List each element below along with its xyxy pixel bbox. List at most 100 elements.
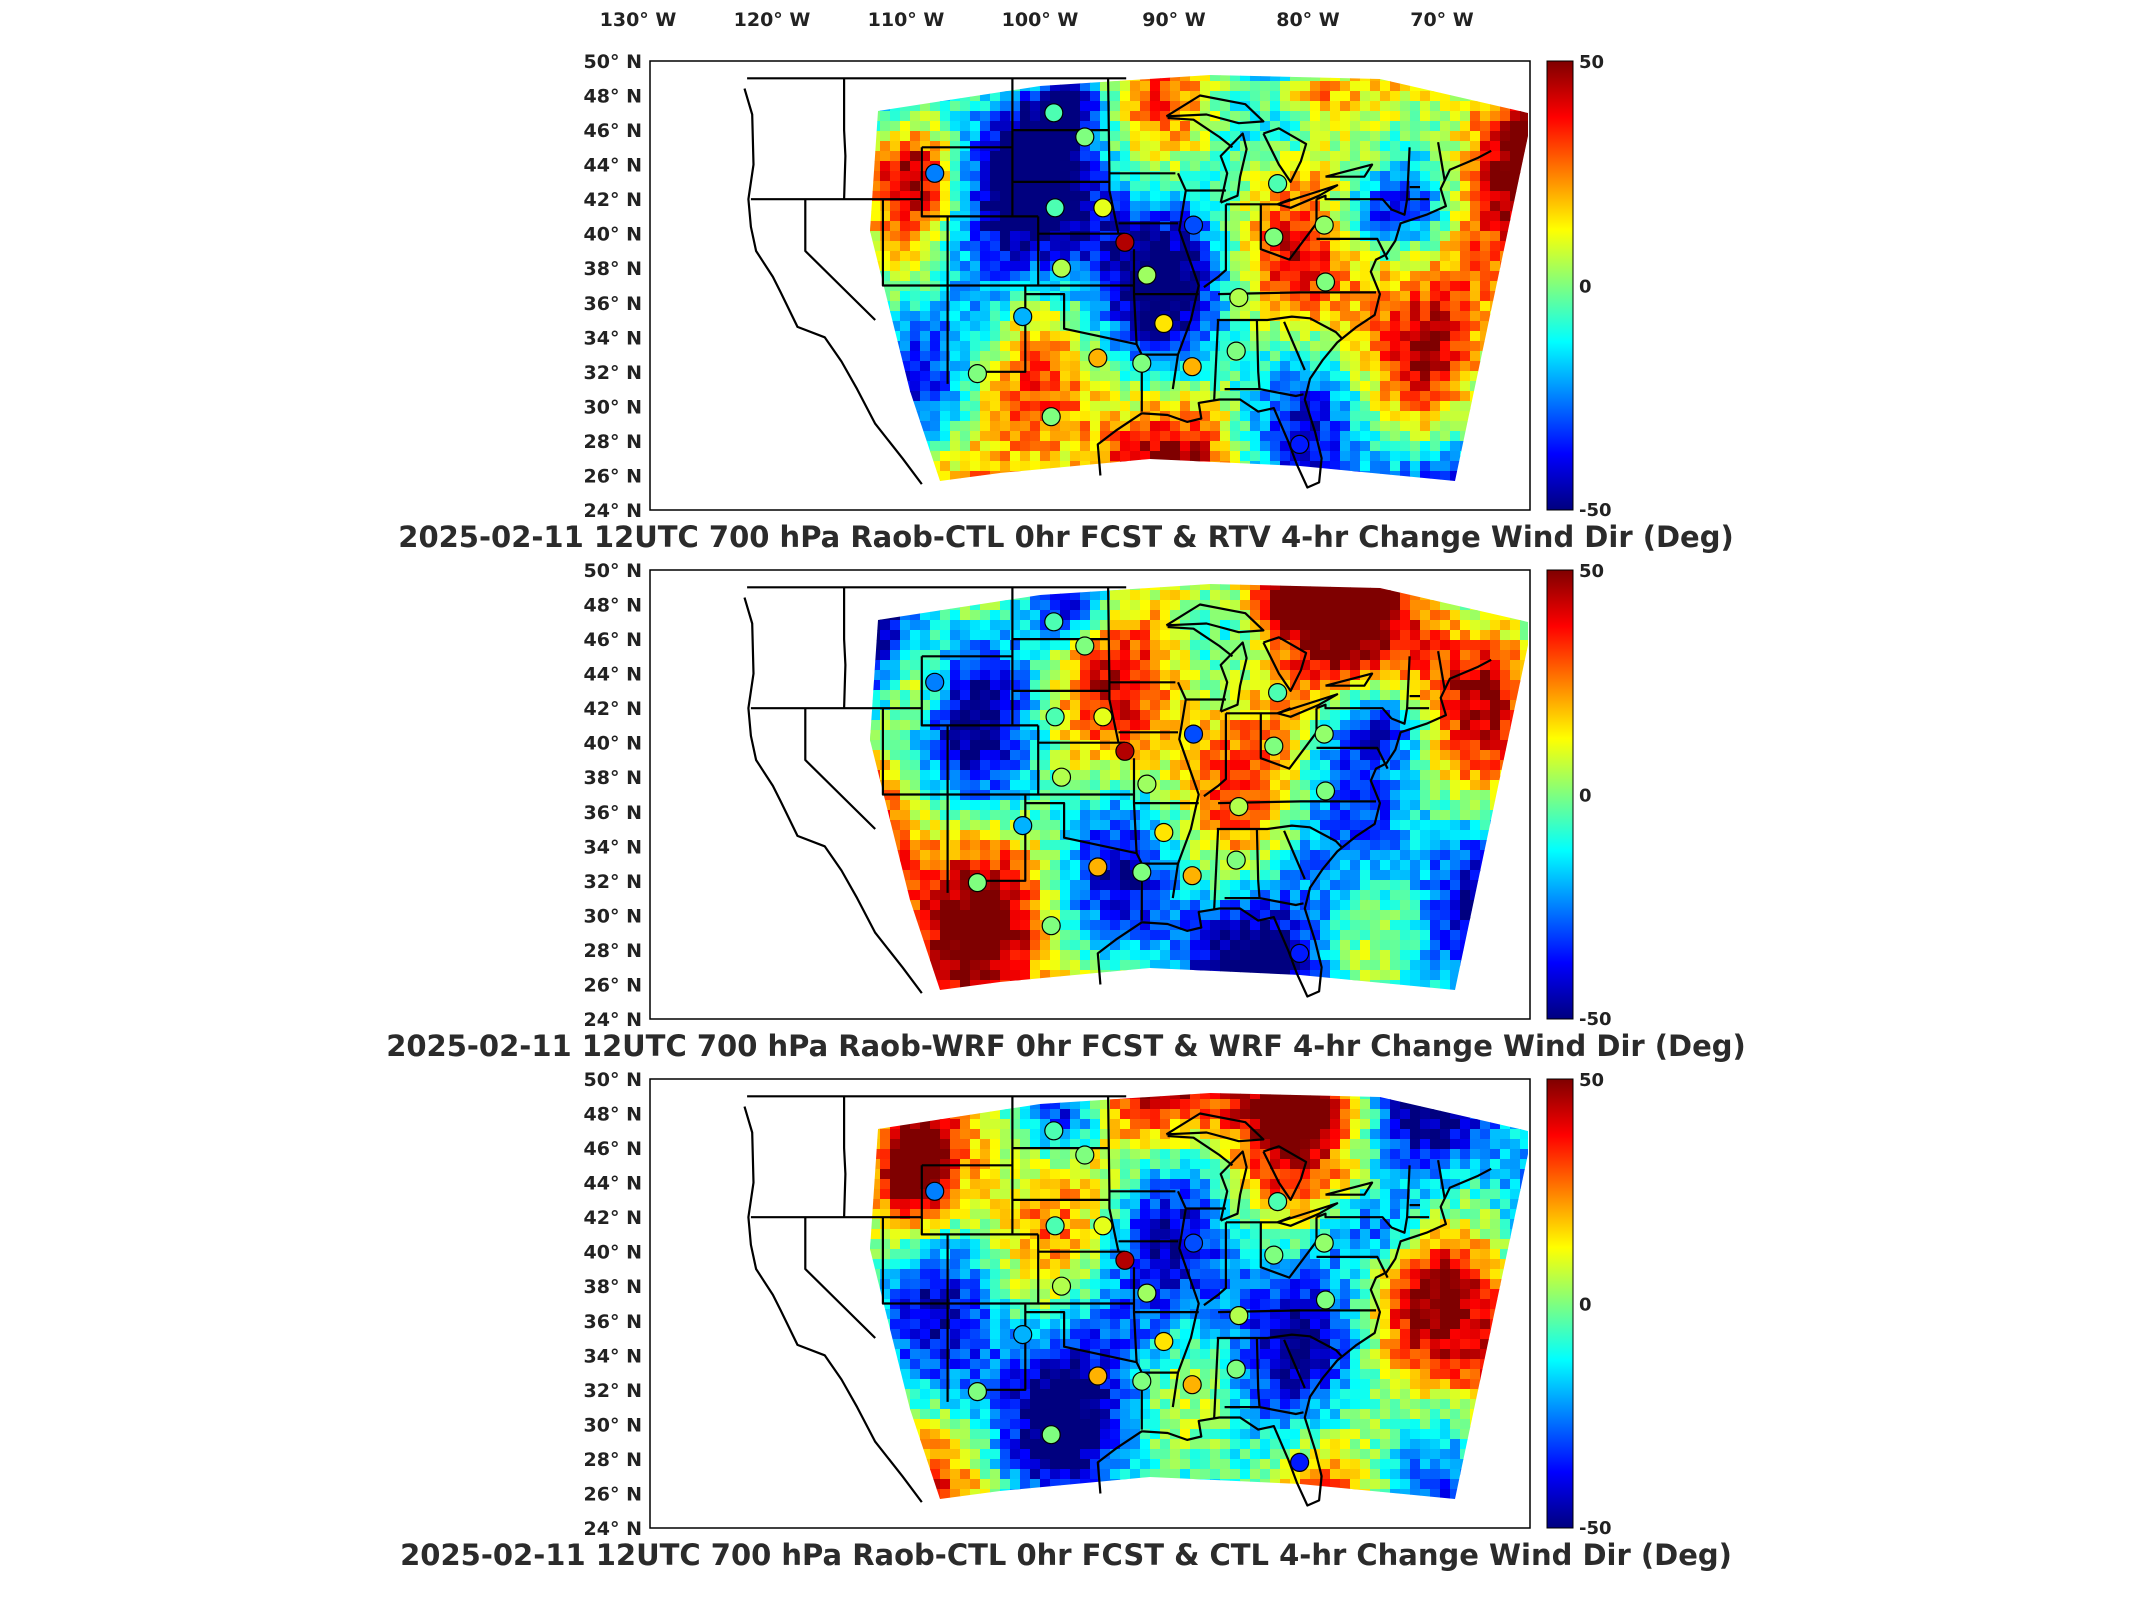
lat-label: 42° N [584, 1207, 642, 1229]
map-ctl [649, 1078, 1531, 1529]
raob-station-marker [1154, 1331, 1174, 1352]
lat-label: 34° N [584, 836, 642, 858]
raob-station-marker [1132, 353, 1152, 373]
raob-station-marker [1137, 774, 1157, 794]
lat-label: 40° N [584, 733, 642, 755]
colorbar-scale [1546, 60, 1574, 511]
lat-label: 50° N [584, 560, 642, 582]
raob-station-marker [925, 163, 945, 183]
raob-station-marker [1093, 1216, 1113, 1236]
raob-station-marker [1045, 1216, 1065, 1236]
raob-station-marker [1132, 862, 1152, 882]
map-frame [649, 1078, 1531, 1529]
lat-label: 32° N [584, 1380, 642, 1402]
map-wrf [649, 569, 1531, 1020]
raob-station-marker [1289, 434, 1310, 454]
raob-station-marker [1183, 215, 1204, 235]
lon-label: 80° W [1276, 9, 1340, 31]
raob-station-marker [1115, 232, 1135, 252]
lat-label: 24° N [584, 1518, 642, 1540]
lat-label: 50° N [584, 51, 642, 73]
lat-label: 38° N [584, 1276, 642, 1298]
lat-label: 48° N [584, 86, 642, 108]
panel-title-ctl: 2025-02-11 12UTC 700 hPa Raob-CTL 0hr FC… [400, 1538, 1732, 1572]
state-outlines [743, 586, 1492, 998]
lat-label: 38° N [584, 767, 642, 789]
raob-station-marker [1075, 1145, 1095, 1165]
raob-station-marker [1115, 1250, 1135, 1270]
colorbar-scale [1546, 569, 1574, 1020]
raob-station-marker [1045, 198, 1065, 218]
raob-stations [925, 612, 1336, 964]
lon-label: 70° W [1410, 9, 1474, 31]
raob-station-marker [1045, 707, 1065, 727]
lat-label: 34° N [584, 327, 642, 349]
raob-station-marker [925, 672, 945, 692]
colorbar-mid-label: 0 [1579, 277, 1592, 298]
raob-station-marker [1044, 1121, 1064, 1141]
raob-station-marker [1051, 1276, 1072, 1296]
raob-station-marker [1013, 815, 1033, 836]
raob-station-marker [1154, 313, 1174, 334]
map-rtv [649, 60, 1531, 511]
lat-label: 36° N [584, 1311, 642, 1333]
lat-label: 26° N [584, 1483, 642, 1505]
colorbar-rtv: 50 0 -50 [1546, 52, 1612, 521]
raob-station-marker [1264, 1245, 1284, 1265]
lat-label: 48° N [584, 1104, 642, 1126]
lat-label: 28° N [584, 1449, 642, 1471]
lat-label: 36° N [584, 802, 642, 824]
raob-station-marker [1182, 1375, 1202, 1395]
panel-title-rtv: 2025-02-11 12UTC 700 hPa Raob-CTL 0hr FC… [398, 520, 1733, 554]
lat-label: 44° N [584, 1173, 642, 1195]
panel-wrf: 50° N 48° N 46° N 44° N 42° N 40° N 38° N 36° N… [386, 560, 1746, 1063]
panel-ctl: 50° N 48° N 46° N 44° N 42° N 40° N 38° N 36° N… [400, 1069, 1732, 1572]
lat-label: 26° N [584, 465, 642, 487]
raob-station-marker [967, 872, 988, 893]
lat-label: 50° N [584, 1069, 642, 1091]
raob-station-marker [1137, 1283, 1157, 1303]
lon-label: 130° W [600, 9, 677, 31]
lat-label: 40° N [584, 1242, 642, 1264]
raob-station-marker [1267, 682, 1288, 703]
lat-label: 46° N [584, 120, 642, 142]
lat-label: 26° N [584, 974, 642, 996]
raob-station-marker [967, 1381, 988, 1402]
raob-station-marker [1267, 1191, 1288, 1212]
colorbar-scale [1546, 1078, 1574, 1529]
raob-station-marker [1041, 407, 1061, 427]
raob-stations [925, 103, 1336, 454]
state-outlines [743, 77, 1492, 489]
lat-label: 32° N [584, 871, 642, 893]
raob-station-marker [1013, 307, 1033, 327]
raob-stations [925, 1121, 1336, 1473]
raob-station-marker [1013, 1324, 1033, 1345]
colorbar-mid-label: 0 [1579, 1295, 1592, 1316]
colorbar-mid-label: 0 [1579, 786, 1592, 807]
raob-station-marker [1315, 1290, 1336, 1310]
raob-station-marker [1051, 767, 1072, 787]
lat-label: 24° N [584, 500, 642, 522]
raob-station-marker [1314, 215, 1334, 235]
raob-station-marker [1041, 1425, 1061, 1445]
colorbar-wrf: 50 0 -50 [1546, 561, 1612, 1030]
raob-station-marker [967, 364, 988, 384]
raob-station-marker [1075, 636, 1095, 656]
lon-label: 100° W [1002, 9, 1079, 31]
lon-label: 110° W [868, 9, 945, 31]
colorbar-min-label: -50 [1579, 500, 1612, 521]
lat-label: 40° N [584, 224, 642, 246]
longitude-labels: 130° W 120° W 110° W 100° W 90° W 80° W 70° W [600, 9, 1474, 31]
lat-label: 36° N [584, 293, 642, 315]
lat-label: 38° N [584, 258, 642, 280]
lat-label: 42° N [584, 189, 642, 211]
lat-label: 28° N [584, 431, 642, 453]
lat-label: 32° N [584, 362, 642, 384]
colorbar-max-label: 50 [1579, 1070, 1604, 1091]
raob-station-marker [1315, 272, 1336, 292]
raob-station-marker [1289, 1452, 1310, 1473]
colorbar-ctl: 50 0 -50 [1546, 1070, 1612, 1539]
raob-station-marker [1226, 1359, 1246, 1379]
raob-station-marker [1182, 357, 1202, 377]
lat-label: 48° N [584, 595, 642, 617]
